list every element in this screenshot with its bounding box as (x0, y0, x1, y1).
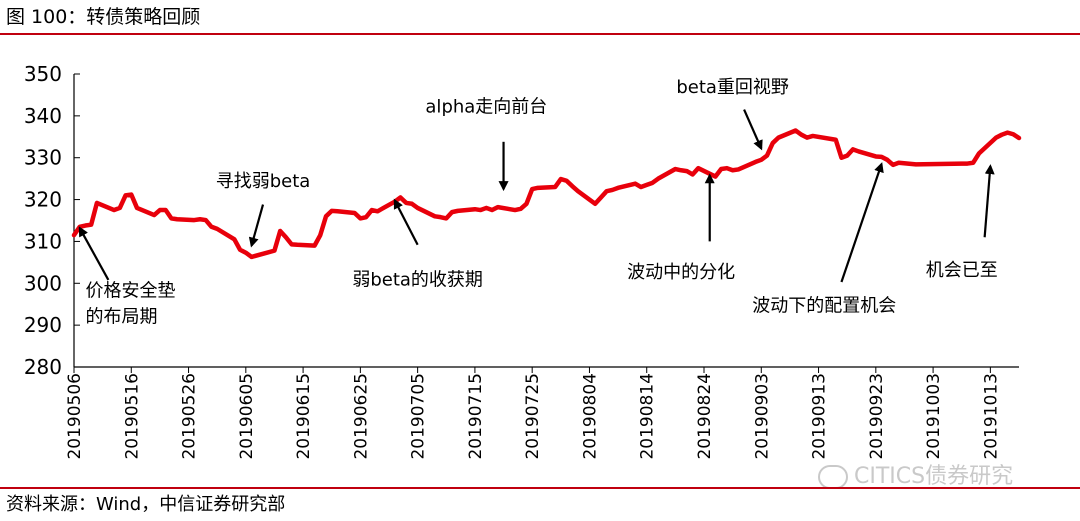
annotation-label: 弱beta的收获期 (352, 269, 483, 290)
y-tick-label: 300 (24, 271, 62, 295)
x-tick-label: 20190804 (580, 373, 600, 460)
annotation-arrow (248, 204, 265, 248)
y-tick-label: 280 (24, 355, 62, 379)
chart-axes: 280 290 300 310 320 330 340 350 20190506 20190516… (24, 62, 1019, 460)
annotation-arrow (78, 226, 110, 281)
annotation-label: alpha走向前台 (425, 97, 547, 118)
x-tick-label: 20190824 (695, 373, 715, 460)
x-tick-label: 20190516 (122, 373, 142, 460)
annotation-arrow (983, 164, 995, 238)
x-tick-label: 20190605 (237, 373, 257, 460)
y-tick-label: 290 (24, 313, 62, 337)
annotation-arrow (840, 162, 884, 283)
x-tick-label: 20190615 (294, 373, 314, 460)
annotation-label: beta重回视野 (676, 77, 789, 98)
wechat-icon (818, 465, 848, 489)
y-tick-label: 310 (24, 229, 62, 253)
annotation-label: 机会已至 (926, 260, 998, 281)
x-tick-label: 20191003 (924, 373, 944, 460)
x-tick-label: 20190705 (409, 373, 429, 460)
x-tick-label: 20190715 (466, 373, 486, 460)
x-tick-label: 20190526 (180, 373, 200, 460)
x-tick-label: 20190903 (752, 373, 772, 460)
x-tick-label: 20190725 (523, 373, 543, 460)
y-tick-label: 320 (24, 188, 62, 212)
x-tick-label: 20190814 (638, 373, 658, 460)
y-tick-label: 340 (24, 104, 62, 128)
title-rule (0, 33, 1080, 35)
series-line (71, 128, 1022, 260)
chart-series (71, 128, 1022, 260)
annotation-label: 波动下的配置机会 (752, 296, 896, 317)
source-note: 资料来源：Wind，中信证券研究部 (6, 494, 286, 515)
x-tick-label: 20191013 (981, 373, 1001, 460)
watermark-text: CITICS债券研究 (854, 464, 1014, 489)
x-tick-label: 20190506 (65, 373, 85, 460)
y-tick-label: 330 (24, 146, 62, 170)
figure-title: 图 100：转债策略回顾 (6, 6, 201, 28)
annotation-label: 的布局期 (85, 307, 157, 328)
x-tick-label: 20190913 (810, 373, 830, 460)
x-tick-label: 20190625 (351, 373, 371, 460)
annotation-label: 价格安全垫 (85, 281, 175, 302)
y-tick-label: 350 (24, 62, 62, 86)
x-tick-label: 20190923 (867, 373, 887, 460)
annotation-arrow (743, 109, 763, 151)
annotation-arrow (393, 198, 419, 246)
watermark: CITICS债券研究 (818, 458, 1013, 490)
annotation-label: 寻找弱beta (216, 171, 311, 192)
annotation-label: 波动中的分化 (627, 262, 735, 283)
source-rule (0, 487, 1080, 489)
